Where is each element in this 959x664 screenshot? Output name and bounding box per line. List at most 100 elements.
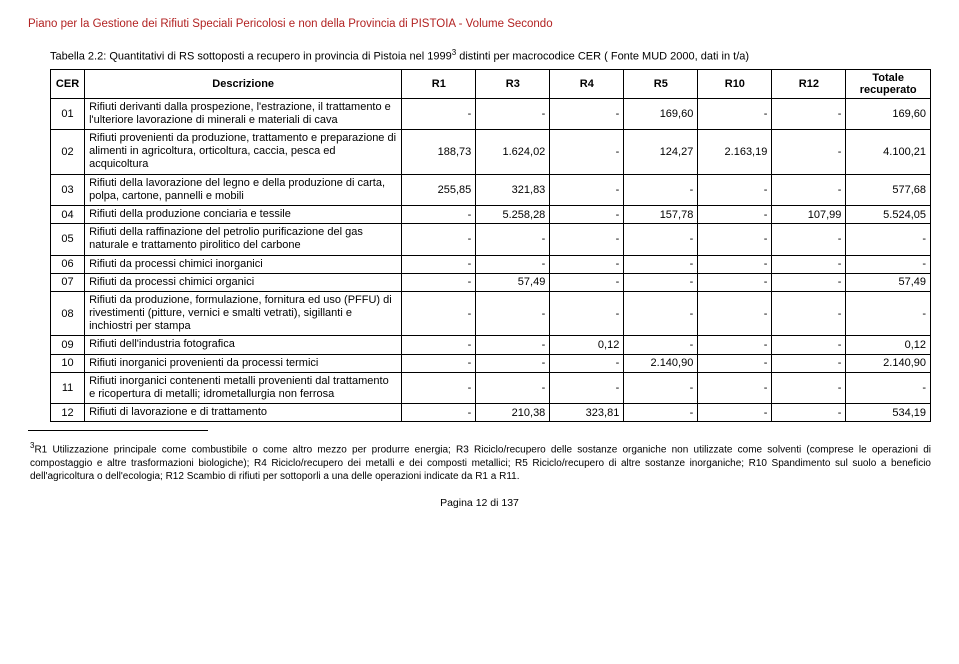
- cell-r4: -: [550, 98, 624, 129]
- cell-cer: 09: [51, 336, 85, 354]
- cell-r5: -: [624, 291, 698, 336]
- table-row: 11Rifiuti inorganici contenenti metalli …: [51, 372, 931, 403]
- cell-desc: Rifiuti della lavorazione del legno e de…: [85, 174, 402, 205]
- table-row: 04Rifiuti della produzione conciaria e t…: [51, 205, 931, 223]
- cell-r10: -: [698, 372, 772, 403]
- table-row: 08Rifiuti da produzione, formulazione, f…: [51, 291, 931, 336]
- col-cer: CER: [51, 69, 85, 98]
- cell-r12: -: [772, 255, 846, 273]
- cell-r3: -: [476, 224, 550, 255]
- cell-r10: -: [698, 255, 772, 273]
- cell-r5: 157,78: [624, 205, 698, 223]
- cell-r3: -: [476, 372, 550, 403]
- cell-r12: -: [772, 354, 846, 372]
- cell-r4: 323,81: [550, 404, 624, 422]
- cell-r5: 2.140,90: [624, 354, 698, 372]
- cell-r1: -: [402, 336, 476, 354]
- document-header: Piano per la Gestione dei Rifiuti Specia…: [28, 18, 931, 30]
- cell-r5: 169,60: [624, 98, 698, 129]
- cell-r5: -: [624, 174, 698, 205]
- cell-tot: -: [846, 372, 931, 403]
- cell-cer: 06: [51, 255, 85, 273]
- cell-r10: -: [698, 224, 772, 255]
- cell-r3: -: [476, 291, 550, 336]
- cell-tot: 534,19: [846, 404, 931, 422]
- cell-r1: -: [402, 224, 476, 255]
- cell-desc: Rifiuti inorganici provenienti da proces…: [85, 354, 402, 372]
- table-row: 12Rifiuti di lavorazione e di trattament…: [51, 404, 931, 422]
- cell-r1: 188,73: [402, 130, 476, 175]
- cell-desc: Rifiuti da processi chimici inorganici: [85, 255, 402, 273]
- cell-r5: 124,27: [624, 130, 698, 175]
- table-title: Tabella 2.2: Quantitativi di RS sottopos…: [28, 48, 931, 63]
- cell-r3: 57,49: [476, 273, 550, 291]
- cell-tot: 4.100,21: [846, 130, 931, 175]
- cell-r1: -: [402, 273, 476, 291]
- cell-tot: 2.140,90: [846, 354, 931, 372]
- cell-r1: -: [402, 404, 476, 422]
- data-table: CER Descrizione R1 R3 R4 R5 R10 R12 Tota…: [50, 69, 931, 423]
- cell-r4: -: [550, 372, 624, 403]
- cell-r1: -: [402, 205, 476, 223]
- footnote: 3R1 Utilizzazione principale come combus…: [28, 441, 931, 482]
- cell-r10: -: [698, 404, 772, 422]
- cell-desc: Rifiuti provenienti da produzione, tratt…: [85, 130, 402, 175]
- cell-r10: -: [698, 273, 772, 291]
- cell-r12: -: [772, 336, 846, 354]
- footnote-text: R1 Utilizzazione principale come combust…: [30, 445, 931, 482]
- cell-r12: -: [772, 404, 846, 422]
- cell-r10: 2.163,19: [698, 130, 772, 175]
- cell-r5: -: [624, 273, 698, 291]
- cell-cer: 10: [51, 354, 85, 372]
- cell-r10: -: [698, 174, 772, 205]
- cell-r10: -: [698, 291, 772, 336]
- cell-r10: -: [698, 354, 772, 372]
- cell-tot: -: [846, 291, 931, 336]
- page-number: Pagina 12 di 137: [28, 497, 931, 509]
- cell-cer: 04: [51, 205, 85, 223]
- cell-desc: Rifiuti derivanti dalla prospezione, l'e…: [85, 98, 402, 129]
- cell-r4: -: [550, 130, 624, 175]
- cell-r12: -: [772, 273, 846, 291]
- table-row: 03Rifiuti della lavorazione del legno e …: [51, 174, 931, 205]
- cell-r5: -: [624, 224, 698, 255]
- table-row: 05Rifiuti della raffinazione del petroli…: [51, 224, 931, 255]
- cell-r4: -: [550, 255, 624, 273]
- cell-r12: -: [772, 372, 846, 403]
- table-header-row: CER Descrizione R1 R3 R4 R5 R10 R12 Tota…: [51, 69, 931, 98]
- cell-tot: -: [846, 224, 931, 255]
- cell-tot: 577,68: [846, 174, 931, 205]
- cell-r12: -: [772, 174, 846, 205]
- table-row: 06Rifiuti da processi chimici inorganici…: [51, 255, 931, 273]
- cell-r3: 321,83: [476, 174, 550, 205]
- cell-tot: 5.524,05: [846, 205, 931, 223]
- cell-desc: Rifiuti della produzione conciaria e tes…: [85, 205, 402, 223]
- cell-r3: -: [476, 354, 550, 372]
- cell-r12: -: [772, 224, 846, 255]
- cell-r3: 1.624,02: [476, 130, 550, 175]
- col-r1: R1: [402, 69, 476, 98]
- cell-r3: 5.258,28: [476, 205, 550, 223]
- cell-tot: 0,12: [846, 336, 931, 354]
- col-r3: R3: [476, 69, 550, 98]
- table-row: 02Rifiuti provenienti da produzione, tra…: [51, 130, 931, 175]
- cell-desc: Rifiuti della raffinazione del petrolio …: [85, 224, 402, 255]
- cell-r12: -: [772, 291, 846, 336]
- cell-cer: 03: [51, 174, 85, 205]
- cell-cer: 02: [51, 130, 85, 175]
- col-tot: Totale recuperato: [846, 69, 931, 98]
- cell-desc: Rifiuti inorganici contenenti metalli pr…: [85, 372, 402, 403]
- cell-r4: -: [550, 174, 624, 205]
- col-desc: Descrizione: [85, 69, 402, 98]
- cell-desc: Rifiuti da produzione, formulazione, for…: [85, 291, 402, 336]
- cell-r10: -: [698, 98, 772, 129]
- cell-tot: 57,49: [846, 273, 931, 291]
- cell-r1: -: [402, 291, 476, 336]
- cell-r10: -: [698, 336, 772, 354]
- cell-r1: -: [402, 98, 476, 129]
- cell-r4: -: [550, 273, 624, 291]
- table-row: 09Rifiuti dell'industria fotografica--0,…: [51, 336, 931, 354]
- cell-r4: -: [550, 354, 624, 372]
- cell-cer: 01: [51, 98, 85, 129]
- table-row: 01Rifiuti derivanti dalla prospezione, l…: [51, 98, 931, 129]
